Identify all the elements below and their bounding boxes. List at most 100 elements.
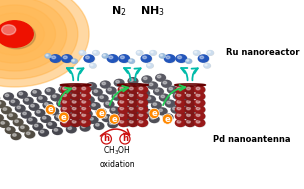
Circle shape [56, 115, 60, 117]
Circle shape [112, 93, 122, 100]
Circle shape [128, 119, 138, 126]
Circle shape [32, 90, 42, 97]
Circle shape [0, 13, 44, 55]
Circle shape [196, 114, 200, 116]
Circle shape [77, 104, 86, 111]
Circle shape [22, 112, 31, 118]
Circle shape [73, 84, 82, 91]
Circle shape [62, 55, 72, 62]
Circle shape [61, 106, 71, 113]
Circle shape [151, 102, 161, 109]
Circle shape [176, 100, 186, 107]
Circle shape [25, 98, 29, 101]
Circle shape [74, 118, 84, 125]
Circle shape [132, 98, 141, 104]
Circle shape [115, 80, 124, 87]
Circle shape [199, 55, 209, 63]
Circle shape [102, 115, 112, 122]
Circle shape [102, 82, 105, 85]
Circle shape [71, 98, 80, 105]
Circle shape [71, 87, 81, 94]
Circle shape [195, 93, 205, 100]
Text: h: h [122, 134, 128, 143]
Circle shape [71, 100, 81, 107]
Circle shape [176, 93, 186, 100]
Circle shape [53, 128, 62, 134]
Circle shape [128, 113, 138, 120]
Circle shape [195, 119, 205, 126]
Circle shape [128, 78, 138, 84]
Circle shape [118, 99, 128, 106]
Circle shape [93, 89, 103, 96]
Circle shape [98, 110, 101, 112]
Circle shape [63, 87, 67, 90]
Circle shape [79, 91, 88, 97]
Circle shape [130, 60, 132, 61]
Circle shape [63, 100, 67, 103]
Circle shape [25, 131, 35, 138]
Circle shape [29, 103, 39, 110]
Text: e: e [164, 115, 170, 124]
Circle shape [7, 113, 17, 120]
Circle shape [94, 122, 104, 129]
Circle shape [117, 114, 121, 117]
Circle shape [1, 122, 5, 124]
Circle shape [0, 101, 5, 108]
Circle shape [137, 119, 147, 126]
Circle shape [11, 133, 21, 139]
Circle shape [138, 106, 148, 114]
Circle shape [61, 99, 71, 107]
Circle shape [40, 130, 49, 136]
Circle shape [92, 89, 102, 96]
Circle shape [40, 130, 44, 133]
Circle shape [186, 87, 196, 94]
Circle shape [110, 107, 120, 114]
Circle shape [120, 87, 124, 90]
Circle shape [62, 120, 72, 127]
Circle shape [16, 105, 25, 112]
Text: CH$_3$OH
oxidation: CH$_3$OH oxidation [99, 145, 135, 169]
Circle shape [141, 91, 145, 93]
Circle shape [116, 113, 126, 120]
Circle shape [33, 123, 43, 130]
Circle shape [80, 93, 90, 100]
Circle shape [70, 113, 74, 116]
Circle shape [165, 115, 168, 118]
Circle shape [4, 93, 13, 100]
Circle shape [120, 85, 130, 92]
Circle shape [125, 106, 129, 109]
Circle shape [207, 51, 214, 55]
Circle shape [118, 113, 128, 120]
Circle shape [2, 107, 11, 114]
Circle shape [111, 107, 120, 114]
Circle shape [129, 100, 139, 107]
Circle shape [130, 120, 133, 123]
Circle shape [192, 111, 201, 118]
Circle shape [165, 100, 175, 107]
Circle shape [178, 113, 182, 116]
Circle shape [44, 102, 53, 109]
Circle shape [180, 99, 189, 106]
Circle shape [98, 95, 108, 102]
Circle shape [63, 114, 67, 116]
Circle shape [19, 92, 22, 95]
Circle shape [155, 89, 159, 92]
Circle shape [23, 112, 26, 115]
Circle shape [195, 87, 205, 94]
Circle shape [72, 59, 78, 64]
Circle shape [139, 105, 143, 107]
Circle shape [186, 59, 192, 64]
Circle shape [26, 131, 35, 138]
Circle shape [95, 123, 104, 130]
Circle shape [0, 115, 4, 122]
Circle shape [62, 106, 72, 114]
Circle shape [36, 110, 45, 117]
Circle shape [101, 81, 110, 88]
Circle shape [177, 87, 181, 90]
Circle shape [160, 54, 162, 56]
Circle shape [53, 95, 56, 98]
Circle shape [18, 91, 27, 98]
Circle shape [146, 96, 155, 103]
Circle shape [62, 121, 66, 123]
Circle shape [175, 106, 185, 113]
